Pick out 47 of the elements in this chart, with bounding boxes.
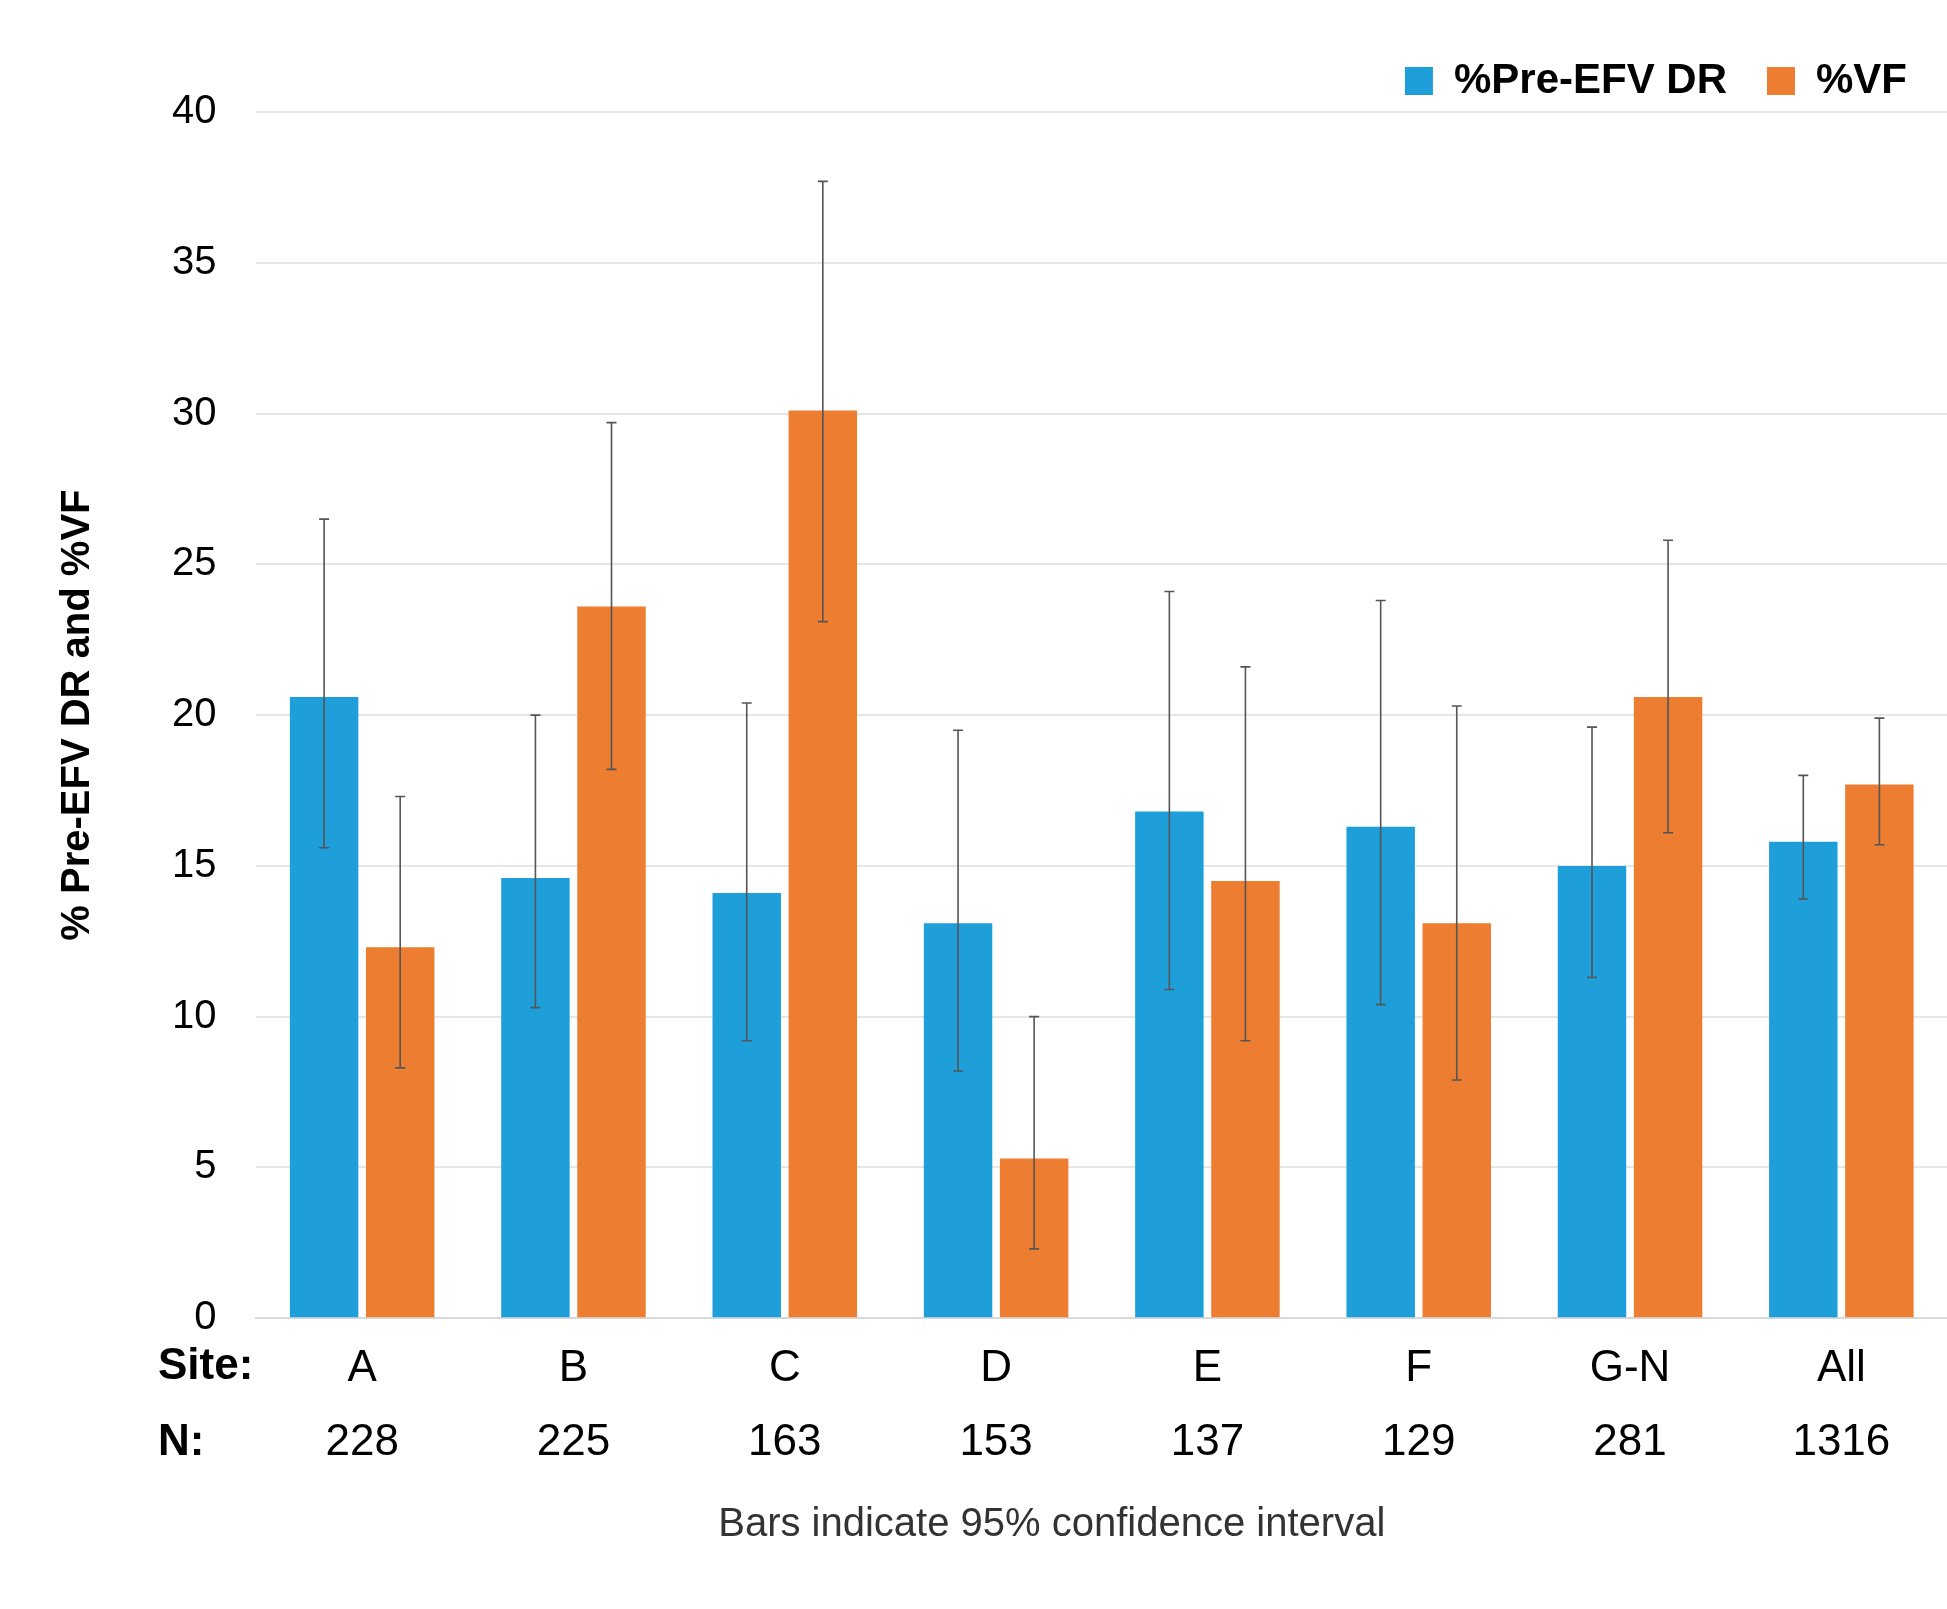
bar <box>1557 865 1627 1318</box>
bar <box>1845 784 1914 1318</box>
bar <box>501 877 570 1318</box>
bar <box>712 893 781 1318</box>
bar <box>999 1158 1069 1318</box>
bar <box>1422 923 1491 1318</box>
x-tick-label: E <box>1192 1340 1223 1390</box>
legend-label: %Pre-EFV DR <box>1453 54 1727 102</box>
legend-label: %VF <box>1815 54 1907 102</box>
bar <box>365 947 435 1318</box>
bar <box>788 410 858 1318</box>
text: 137 <box>1170 1415 1245 1465</box>
x-tick-label: B <box>558 1340 589 1390</box>
text: Bars indicate 95% confidence interval <box>718 1500 1386 1545</box>
bar <box>1769 841 1838 1318</box>
text: 228 <box>325 1415 399 1465</box>
text: 281 <box>1593 1415 1667 1465</box>
x-tick-label: D <box>980 1340 1012 1390</box>
y-tick-label: 0 <box>194 1293 217 1338</box>
bar <box>289 697 359 1318</box>
x-tick-label: G-N <box>1589 1340 1671 1390</box>
bar <box>1633 697 1703 1318</box>
text: 163 <box>748 1415 822 1465</box>
x-tick-label: A <box>347 1340 378 1390</box>
x-tick-label: All <box>1816 1340 1866 1390</box>
bar <box>577 606 646 1318</box>
bar <box>1346 826 1415 1318</box>
text: N: <box>158 1415 205 1465</box>
y-tick-label: 25 <box>171 539 217 584</box>
bar <box>1135 811 1204 1318</box>
y-tick-label: 40 <box>171 87 217 132</box>
text: 129 <box>1382 1415 1456 1465</box>
bar <box>1211 880 1280 1318</box>
x-tick-label: F <box>1405 1340 1433 1390</box>
y-tick-label: 5 <box>194 1142 217 1187</box>
text: 225 <box>536 1415 611 1465</box>
y-axis-title: % Pre-EFV DR and %VF <box>53 489 98 941</box>
y-tick-label: 20 <box>171 690 217 735</box>
bar <box>923 923 993 1318</box>
y-tick-label: 30 <box>171 388 217 433</box>
y-tick-label: 10 <box>171 991 217 1036</box>
y-tick-label: 35 <box>171 237 217 282</box>
text: Site: <box>158 1339 254 1389</box>
text: 1316 <box>1792 1415 1891 1465</box>
x-tick-label: C <box>768 1340 801 1390</box>
text: 153 <box>959 1415 1033 1465</box>
y-tick-label: 15 <box>171 840 217 885</box>
